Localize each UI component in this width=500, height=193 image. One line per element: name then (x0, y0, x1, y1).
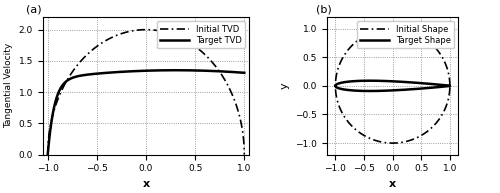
Text: (b): (b) (316, 4, 332, 14)
X-axis label: x: x (389, 179, 396, 189)
Line: Target TVD: Target TVD (48, 70, 244, 155)
Line: Target Shape: Target Shape (336, 81, 450, 91)
Initial TVD (202, 53, 207, 56)
Initial TVD (180, 38, 186, 40)
Initial Shape (392, 142, 398, 144)
Initial TVD (124, 31, 130, 33)
Initial TVD (65, 78, 71, 80)
Target Shape (367, 80, 373, 82)
Initial Shape (390, 27, 396, 30)
Initial Shape (390, 142, 396, 144)
Target Shape (332, 85, 338, 87)
Initial TVD (143, 29, 149, 31)
Initial Shape (447, 85, 453, 87)
Y-axis label: y: y (280, 83, 289, 89)
Target Shape (346, 80, 352, 83)
Target TVD (124, 70, 130, 73)
Initial Shape (342, 116, 347, 118)
Initial TVD (44, 153, 51, 156)
Target Shape (422, 87, 428, 89)
Initial Shape (386, 28, 392, 30)
Target TVD (180, 69, 186, 71)
Target Shape (332, 85, 338, 87)
Line: Initial TVD: Initial TVD (48, 30, 244, 155)
Legend: Initial TVD, Target TVD: Initial TVD, Target TVD (156, 21, 245, 48)
Target Shape (388, 89, 394, 92)
Initial TVD (198, 50, 204, 52)
Text: (a): (a) (26, 4, 42, 14)
Initial Shape (362, 135, 368, 137)
Line: Initial Shape: Initial Shape (336, 29, 450, 143)
Legend: Initial Shape, Target Shape: Initial Shape, Target Shape (357, 21, 454, 48)
Target TVD (44, 153, 51, 156)
Target Shape (416, 88, 422, 90)
Initial Shape (415, 33, 421, 36)
Target Shape (367, 90, 373, 92)
Target Shape (364, 90, 370, 92)
Y-axis label: Tangential Velocity: Tangential Velocity (4, 43, 13, 129)
Target TVD (202, 69, 207, 72)
Target Shape (428, 87, 434, 89)
Initial Shape (447, 85, 453, 87)
X-axis label: x: x (142, 179, 150, 189)
Initial Shape (334, 68, 340, 71)
Target TVD (242, 72, 248, 74)
Target TVD (65, 79, 71, 81)
Target TVD (198, 69, 204, 72)
Initial TVD (242, 153, 248, 156)
Target TVD (132, 70, 138, 72)
Initial TVD (132, 29, 138, 32)
Target TVD (172, 69, 178, 71)
